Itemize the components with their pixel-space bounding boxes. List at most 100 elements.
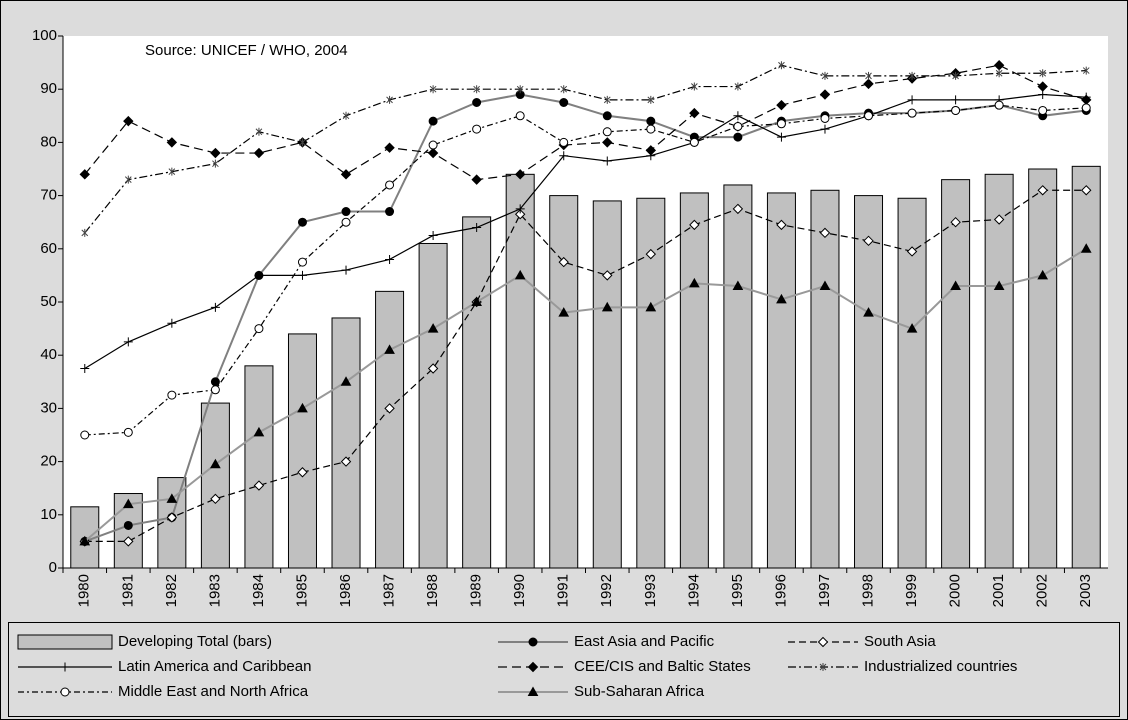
marker bbox=[559, 151, 569, 161]
legend-label: East Asia and Pacific bbox=[574, 633, 715, 650]
marker bbox=[253, 147, 265, 159]
bar bbox=[331, 317, 361, 569]
marker bbox=[645, 248, 657, 260]
marker bbox=[385, 207, 395, 217]
x-tick-label: 2001 bbox=[990, 574, 1007, 607]
marker bbox=[427, 363, 439, 374]
marker bbox=[168, 167, 176, 176]
marker bbox=[863, 235, 874, 247]
bar bbox=[941, 179, 971, 569]
y-tick-label: 60 bbox=[40, 240, 57, 257]
marker bbox=[210, 385, 220, 395]
marker bbox=[906, 246, 918, 257]
marker bbox=[645, 301, 657, 312]
legend-label: Industrialized countries bbox=[864, 658, 1017, 675]
marker bbox=[689, 219, 700, 231]
y-tick-label: 40 bbox=[40, 346, 57, 363]
marker bbox=[384, 142, 395, 153]
legend-label: Sub-Saharan Africa bbox=[574, 683, 705, 700]
y-tick-label: 80 bbox=[40, 133, 57, 150]
marker bbox=[514, 269, 526, 280]
marker bbox=[167, 318, 177, 328]
marker bbox=[341, 217, 351, 227]
marker bbox=[472, 98, 482, 107]
marker bbox=[601, 301, 613, 312]
y-tick-label: 30 bbox=[40, 399, 57, 416]
marker bbox=[602, 137, 613, 148]
marker bbox=[80, 430, 90, 440]
marker bbox=[210, 493, 221, 505]
marker bbox=[820, 113, 830, 123]
marker bbox=[907, 95, 917, 105]
marker bbox=[821, 71, 829, 80]
marker bbox=[123, 520, 133, 530]
x-tick-label: 1990 bbox=[511, 574, 528, 607]
bar bbox=[679, 192, 709, 569]
marker bbox=[341, 265, 351, 275]
x-tick-label: 1991 bbox=[555, 574, 572, 607]
x-tick-label: 1996 bbox=[772, 574, 789, 607]
marker bbox=[427, 323, 439, 333]
legend-swatch bbox=[17, 634, 113, 650]
marker bbox=[776, 219, 787, 231]
marker bbox=[732, 203, 744, 215]
bar bbox=[375, 290, 405, 569]
marker bbox=[863, 307, 874, 317]
marker bbox=[558, 307, 570, 317]
marker bbox=[428, 116, 438, 126]
legend-label: Latin America and Caribbean bbox=[118, 658, 311, 675]
marker bbox=[602, 270, 613, 281]
marker bbox=[515, 204, 525, 214]
marker bbox=[384, 344, 395, 354]
marker bbox=[558, 256, 569, 268]
marker bbox=[864, 111, 874, 121]
marker bbox=[906, 323, 918, 333]
marker bbox=[602, 127, 612, 137]
marker bbox=[253, 426, 265, 437]
bar bbox=[723, 184, 753, 569]
x-tick-label: 1994 bbox=[685, 574, 702, 607]
y-tick-label: 90 bbox=[40, 80, 57, 97]
marker bbox=[602, 111, 612, 121]
marker bbox=[819, 663, 827, 671]
marker bbox=[212, 159, 219, 168]
marker bbox=[733, 121, 743, 131]
marker bbox=[79, 169, 90, 180]
x-tick-label: 2000 bbox=[947, 574, 964, 607]
bar bbox=[418, 242, 448, 569]
x-tick-label: 1992 bbox=[598, 574, 615, 607]
marker bbox=[776, 119, 786, 129]
legend-label: South Asia bbox=[864, 633, 936, 650]
x-tick-label: 1984 bbox=[250, 574, 267, 607]
line bbox=[84, 189, 1087, 542]
x-tick-label: 1989 bbox=[468, 574, 485, 607]
y-tick-label: 20 bbox=[40, 453, 57, 470]
bar bbox=[1071, 165, 1101, 569]
marker bbox=[210, 458, 221, 469]
marker bbox=[1037, 269, 1049, 280]
marker bbox=[603, 95, 611, 104]
x-tick-label: 1987 bbox=[381, 574, 398, 607]
marker bbox=[210, 147, 221, 159]
marker bbox=[297, 270, 307, 280]
marker bbox=[993, 280, 1005, 291]
marker bbox=[514, 209, 526, 220]
marker bbox=[776, 293, 787, 304]
marker bbox=[645, 145, 657, 156]
y-tick-label: 0 bbox=[49, 559, 57, 576]
marker bbox=[123, 427, 133, 437]
bar bbox=[1028, 168, 1058, 569]
marker bbox=[559, 137, 569, 147]
x-tick-label: 1982 bbox=[163, 574, 180, 607]
marker bbox=[1037, 185, 1048, 196]
marker bbox=[646, 116, 656, 126]
marker bbox=[951, 105, 961, 115]
marker bbox=[776, 99, 787, 111]
bar bbox=[244, 365, 274, 569]
marker bbox=[341, 207, 351, 217]
x-tick-label: 1988 bbox=[424, 574, 441, 607]
plot-area bbox=[63, 36, 1108, 568]
marker bbox=[688, 277, 700, 288]
marker bbox=[819, 227, 831, 239]
marker bbox=[124, 175, 132, 184]
